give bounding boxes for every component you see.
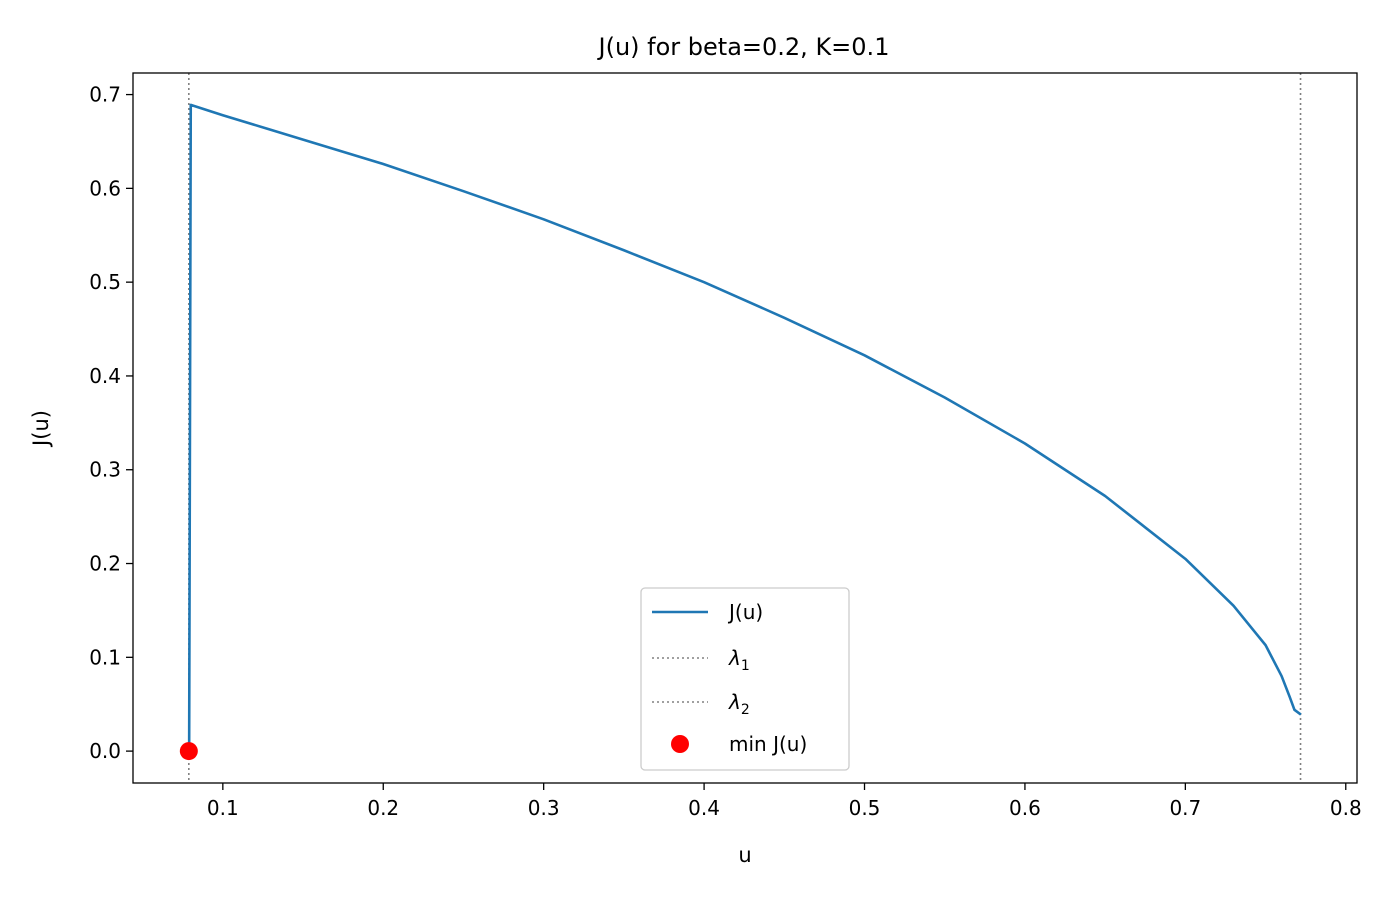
x-tick-label: 0.2	[367, 796, 399, 820]
y-axis: 0.0 0.1 0.2 0.3 0.4 0.5 0.6 0.7	[89, 83, 133, 763]
legend-swatch-4	[671, 735, 689, 753]
legend-box	[640, 587, 850, 771]
y-tick-label: 0.2	[89, 552, 121, 576]
x-tick-label: 0.1	[207, 796, 239, 820]
legend-label-2: λ1	[728, 646, 750, 674]
min-point-marker	[179, 742, 198, 761]
x-tick-label: 0.3	[528, 796, 560, 820]
legend: J(u) λ1 λ2 min J(u)	[640, 587, 850, 771]
legend-label-3: λ2	[728, 690, 750, 718]
legend-label-4: min J(u)	[729, 732, 807, 756]
x-tick-label: 0.6	[1009, 796, 1041, 820]
plot-area	[179, 73, 1302, 783]
plot-frame	[132, 72, 1358, 784]
x-tick-label: 0.5	[849, 796, 881, 820]
y-tick-label: 0.3	[89, 458, 121, 482]
y-axis-label: J(u)	[29, 410, 53, 448]
x-tick-label: 0.7	[1169, 796, 1201, 820]
x-tick-label: 0.8	[1330, 796, 1362, 820]
y-tick-label: 0.6	[89, 176, 121, 200]
y-tick-label: 0.0	[89, 739, 121, 763]
y-tick-label: 0.1	[89, 645, 121, 669]
legend-label-1: J(u)	[727, 600, 763, 624]
x-axis-label: u	[738, 843, 751, 867]
x-axis: 0.1 0.2 0.3 0.4 0.5 0.6 0.7 0.8	[207, 783, 1362, 820]
plot-marks	[187, 73, 1302, 783]
y-tick-label: 0.4	[89, 364, 121, 388]
series-line-1	[187, 103, 1302, 752]
y-tick-label: 0.5	[89, 270, 121, 294]
x-tick-label: 0.4	[688, 796, 720, 820]
chart-title: J(u) for beta=0.2, K=0.1	[597, 33, 890, 61]
y-tick-label: 0.7	[89, 83, 121, 107]
